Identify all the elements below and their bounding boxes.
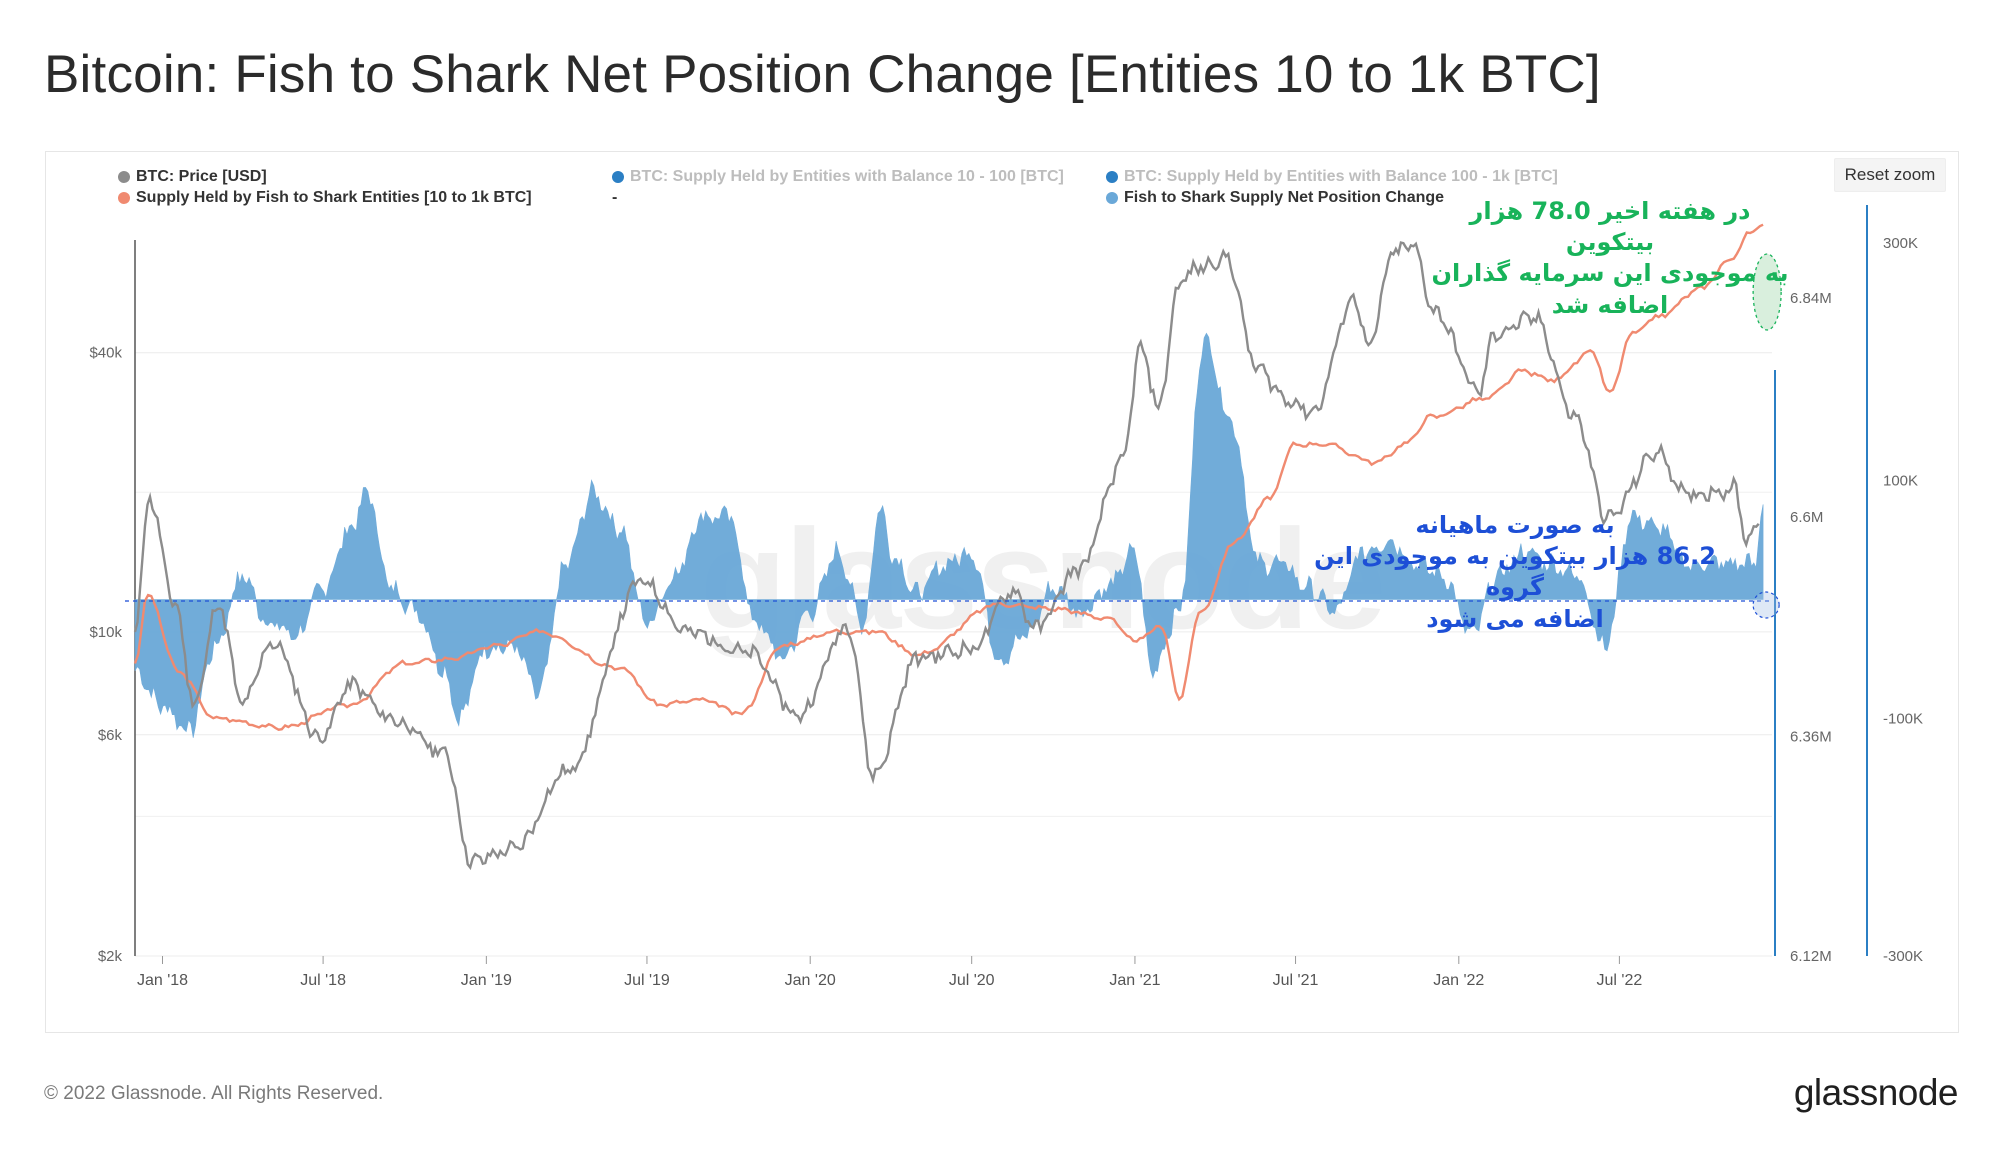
copyright-text: © 2022 Glassnode. All Rights Reserved. bbox=[44, 1083, 384, 1104]
legend-label: BTC: Supply Held by Entities with Balanc… bbox=[630, 168, 1064, 185]
x-axis-tick-label: Jul '21 bbox=[1273, 972, 1319, 989]
price-line bbox=[133, 241, 1760, 871]
legend-marker-icon bbox=[1106, 192, 1118, 204]
x-axis-tick-label: Jan '18 bbox=[137, 972, 188, 989]
x-axis-tick-label: Jan '19 bbox=[461, 972, 512, 989]
weekly-marker-ellipse bbox=[1752, 253, 1782, 331]
y-axis-left-tick-label: $10k bbox=[89, 624, 122, 641]
legend-label: Fish to Shark Supply Net Position Change bbox=[1124, 189, 1445, 206]
x-axis-tick-label: Jan '21 bbox=[1109, 972, 1160, 989]
x-axis-tick-label: Jul '19 bbox=[624, 972, 670, 989]
page-title: Bitcoin: Fish to Shark Net Position Chan… bbox=[44, 45, 1601, 104]
annotation-weekly-line: اضافه شد bbox=[1551, 290, 1669, 319]
legend-marker-icon bbox=[612, 171, 624, 183]
glassnode-logo: glassnode bbox=[1793, 1072, 1959, 1113]
y-axis-right1-tick-label: 6.36M bbox=[1790, 729, 1832, 746]
x-axis-tick-label: Jul '18 bbox=[300, 972, 346, 989]
legend-item[interactable]: BTC: Supply Held by Entities with Balanc… bbox=[1106, 168, 1558, 186]
y-axis-right1-tick-label: 6.12M bbox=[1790, 948, 1832, 965]
supply-line bbox=[133, 223, 1764, 731]
legend-item[interactable]: Fish to Shark Supply Net Position Change bbox=[1106, 189, 1444, 207]
legend-item[interactable]: BTC: Price [USD] bbox=[118, 168, 267, 186]
y-axis-right2-tick-label: 300K bbox=[1883, 235, 1918, 252]
reset-zoom-button[interactable]: Reset zoom bbox=[1834, 158, 1946, 192]
x-axis-tick-label: Jul '22 bbox=[1597, 972, 1643, 989]
legend-marker-icon bbox=[118, 171, 130, 183]
y-axis-right1-tick-label: 6.84M bbox=[1790, 290, 1832, 307]
legend-item[interactable]: Supply Held by Fish to Shark Entities [1… bbox=[118, 189, 532, 207]
annotation-weekly-line: به موجودی این سرمایه گذاران bbox=[1431, 259, 1789, 288]
annotation-monthly: به صورت ماهیانه 86.2 هزار بیتکوین به موج… bbox=[1290, 510, 1740, 635]
annotation-weekly: در هفته اخیر 78.0 هزار بیتکوین به موجودی… bbox=[1430, 196, 1790, 321]
annotation-monthly-line: به صورت ماهیانه bbox=[1415, 511, 1615, 539]
legend-label: BTC: Supply Held by Entities with Balanc… bbox=[1124, 168, 1558, 185]
annotation-weekly-line: در هفته اخیر 78.0 هزار بیتکوین bbox=[1469, 197, 1751, 257]
x-axis-tick-label: Jan '22 bbox=[1433, 972, 1484, 989]
annotation-monthly-line: اضافه می شود bbox=[1426, 604, 1604, 633]
y-axis-right2-tick-label: 100K bbox=[1883, 473, 1918, 490]
legend-label: - bbox=[612, 189, 618, 206]
y-axis-right2-tick-label: -300K bbox=[1883, 948, 1923, 965]
legend-item[interactable]: BTC: Supply Held by Entities with Balanc… bbox=[612, 168, 1064, 186]
net-position-change-area bbox=[134, 332, 1764, 738]
legend-label: Supply Held by Fish to Shark Entities [1… bbox=[136, 189, 532, 206]
legend-marker-icon bbox=[118, 192, 130, 204]
legend-marker-icon bbox=[1106, 171, 1118, 183]
annotation-monthly-line: 86.2 هزار بیتکوین به موجودی این گروه bbox=[1314, 542, 1716, 602]
y-axis-left-tick-label: $40k bbox=[89, 345, 122, 362]
monthly-marker-circle bbox=[1752, 591, 1780, 619]
y-axis-right2-tick-label: -100K bbox=[1883, 710, 1923, 727]
legend-item[interactable]: - bbox=[612, 189, 617, 207]
x-axis-tick-label: Jan '20 bbox=[785, 972, 836, 989]
legend-label: BTC: Price [USD] bbox=[136, 168, 267, 185]
x-axis-tick-label: Jul '20 bbox=[949, 972, 995, 989]
y-axis-right1-tick-label: 6.6M bbox=[1790, 509, 1823, 526]
y-axis-left-tick-label: $6k bbox=[98, 727, 123, 744]
y-axis-left-tick-label: $2k bbox=[98, 948, 123, 965]
